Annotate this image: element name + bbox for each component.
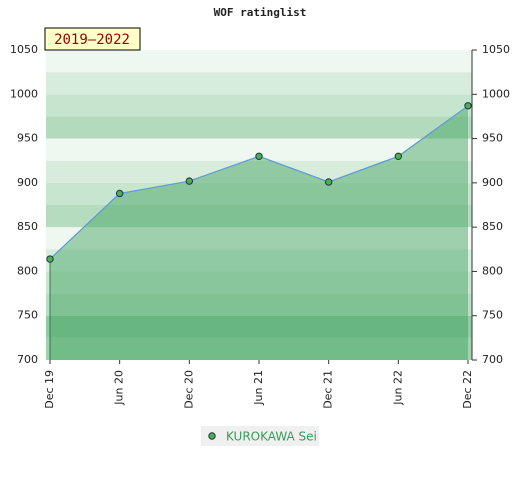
- stripe: [46, 271, 472, 294]
- marker: [255, 152, 263, 160]
- stripe: [46, 205, 472, 228]
- stripe: [46, 160, 472, 183]
- x-tick-label: Jun 20: [113, 370, 126, 406]
- x-tick-label: Dec 22: [461, 370, 474, 409]
- stripe: [46, 116, 472, 139]
- x-tick-label: Dec 19: [43, 370, 56, 409]
- plot-area: [46, 50, 472, 360]
- marker: [394, 152, 403, 160]
- y2-tick-label: 900: [482, 176, 503, 189]
- x-tick-label: Dec 21: [322, 370, 335, 409]
- stripe: [46, 138, 472, 161]
- y-tick-label: 850: [17, 220, 38, 233]
- y2-tick-label: 750: [482, 309, 503, 322]
- y2-tick-label: 850: [482, 220, 503, 233]
- marker: [324, 178, 333, 186]
- marker: [185, 177, 194, 185]
- stripe: [46, 182, 472, 205]
- x-tick-label: Jun 21: [252, 370, 265, 406]
- badge-box: [44, 27, 141, 51]
- y2-tick-label: 1050: [482, 43, 510, 56]
- legend-box: [201, 426, 319, 446]
- y-tick-label: 900: [17, 176, 38, 189]
- y-tick-label: 950: [17, 132, 38, 145]
- y-tick-label: 800: [17, 264, 38, 277]
- badge: 2019–2022: [54, 32, 130, 48]
- marker: [115, 189, 124, 198]
- y2-tick-label: 1000: [482, 87, 510, 100]
- stripe: [46, 315, 472, 338]
- x-tick-label: Jun 22: [391, 370, 404, 406]
- x-tick-label: Dec 20: [182, 370, 195, 409]
- stripe: [46, 337, 472, 360]
- stripe: [46, 249, 472, 272]
- marker: [46, 255, 54, 263]
- legend-label: KUROKAWA Sei: [226, 430, 317, 444]
- stripe: [46, 293, 472, 316]
- chart-title: WOF ratinglist: [214, 6, 307, 19]
- y2-tick-label: 800: [482, 264, 503, 277]
- y2-tick-label: 950: [482, 132, 503, 145]
- stripe: [46, 94, 472, 117]
- y-tick-label: 700: [17, 353, 38, 366]
- stripe: [46, 227, 472, 250]
- y-tick-label: 1050: [10, 43, 38, 56]
- marker: [464, 102, 472, 110]
- y-tick-label: 1000: [10, 87, 38, 100]
- y2-tick-label: 700: [482, 353, 503, 366]
- y-tick-label: 750: [17, 309, 38, 322]
- stripe: [46, 50, 472, 73]
- stripe: [46, 72, 472, 95]
- legend-marker: [208, 432, 216, 440]
